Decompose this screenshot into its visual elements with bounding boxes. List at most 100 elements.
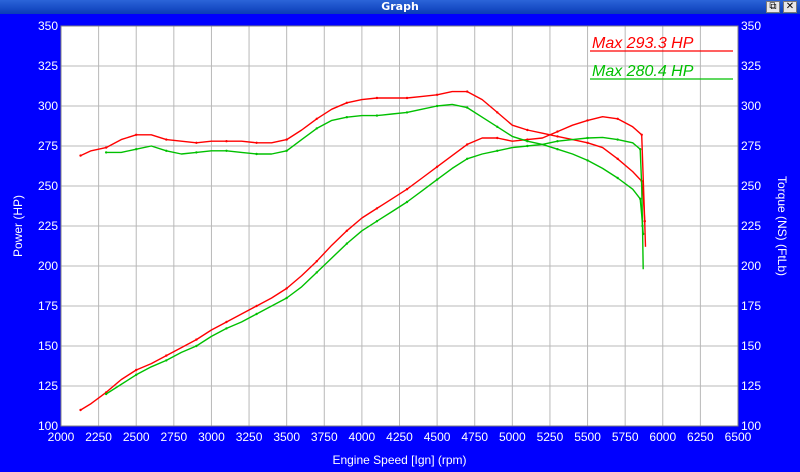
x-tick-label: 2000 [48,430,75,444]
data-point [496,111,499,114]
y-tick-label-right: 250 [741,179,761,193]
data-point [104,146,108,149]
y-tick-labels-left: 100 125 150 175 200 225 250 275 300 325 350 [38,19,58,433]
x-tick-label: 6000 [649,430,676,444]
data-point [405,188,409,191]
y-tick-label-right: 350 [741,19,761,33]
x-tick-label: 3250 [236,430,263,444]
data-point [586,141,589,144]
window-title: Graph [381,0,419,13]
data-point [586,119,589,122]
x-tick-labels: 2000 2250 2500 2750 3000 3250 3500 3750 4000 4250… [48,430,752,444]
data-point [586,159,589,162]
y-tick-label-right: 125 [741,379,761,393]
data-point [165,359,168,362]
y-axis-label-left: Power (HP) [11,195,25,257]
y-tick-label-right: 300 [741,99,761,113]
legend: Max 293.3 HP Max 280.4 HP [590,35,733,80]
data-point [586,136,589,140]
data-point [435,104,439,108]
x-tick-label: 4000 [349,430,376,444]
data-point [165,138,168,141]
data-point [255,141,258,144]
x-tick-label: 5750 [612,430,639,444]
grid-lines [60,25,739,427]
data-point [255,152,258,156]
y-tick-label-right: 175 [741,299,761,313]
data-point [639,197,642,200]
data-point [225,149,228,152]
data-point [642,232,645,236]
y-tick-label-left: 325 [38,59,58,73]
data-point [315,117,318,121]
y-tick-label-right: 325 [741,59,761,73]
x-tick-label: 2500 [123,430,150,444]
data-point [639,148,642,151]
data-point [285,296,288,300]
data-point [405,200,409,204]
x-tick-label: 4500 [424,430,451,444]
y-axis-label-right: Torque (NS) (FtLb) [775,176,789,276]
restore-icon: ⧉ [769,1,777,12]
data-point [285,149,288,152]
data-point [526,128,529,132]
data-point [526,140,529,143]
data-point [225,140,228,143]
x-tick-label: 2750 [160,430,187,444]
restore-button[interactable]: ⧉ [766,1,780,13]
y-tick-label-right: 225 [741,219,761,233]
data-point [556,148,559,151]
close-icon: ✕ [785,1,795,12]
data-point [496,136,499,140]
data-point [345,242,349,245]
y-tick-labels-right: 100 125 150 175 200 225 250 275 300 325 350 [741,19,761,433]
data-point [104,151,108,154]
x-tick-label: 5500 [574,430,601,444]
data-point [556,135,559,138]
legend-entry: Max 280.4 HP [592,63,694,80]
data-point [466,143,469,146]
data-point [165,149,168,152]
data-point [435,93,439,97]
x-tick-label: 6250 [687,430,714,444]
x-tick-label: 3750 [311,430,338,444]
x-tick-label: 2250 [85,430,112,444]
data-point [315,260,318,263]
y-tick-label-left: 250 [38,179,58,193]
data-point [466,90,469,93]
data-point [466,157,469,160]
x-tick-label: 4750 [461,430,488,444]
x-tick-label: 4250 [386,430,413,444]
data-point [135,133,138,136]
data-point [195,344,198,348]
data-point [405,96,409,100]
data-point [255,312,258,316]
y-tick-label-left: 225 [38,219,58,233]
data-point [135,368,138,372]
y-tick-label-left: 275 [38,139,58,153]
data-point [315,127,318,130]
data-point [556,130,559,133]
legend-entry: Max 293.3 HP [592,35,694,52]
data-point [345,116,349,119]
y-tick-label-right: 150 [741,339,761,353]
y-tick-label-left: 125 [38,379,58,393]
data-point [496,125,499,128]
plot-border [60,25,739,427]
y-tick-label-right: 100 [741,419,761,433]
data-point [556,140,559,143]
data-point [104,392,108,396]
data-point [135,373,138,376]
y-tick-label-left: 300 [38,99,58,113]
close-button[interactable]: ✕ [783,1,797,13]
series-lines [79,90,647,412]
data-point [285,138,288,141]
data-point [526,144,529,148]
y-tick-label-right: 200 [741,259,761,273]
series-line-torque-run2 [106,103,644,235]
data-point [466,106,469,109]
y-tick-label-left: 175 [38,299,58,313]
data-point [255,304,258,308]
data-point [375,96,379,100]
